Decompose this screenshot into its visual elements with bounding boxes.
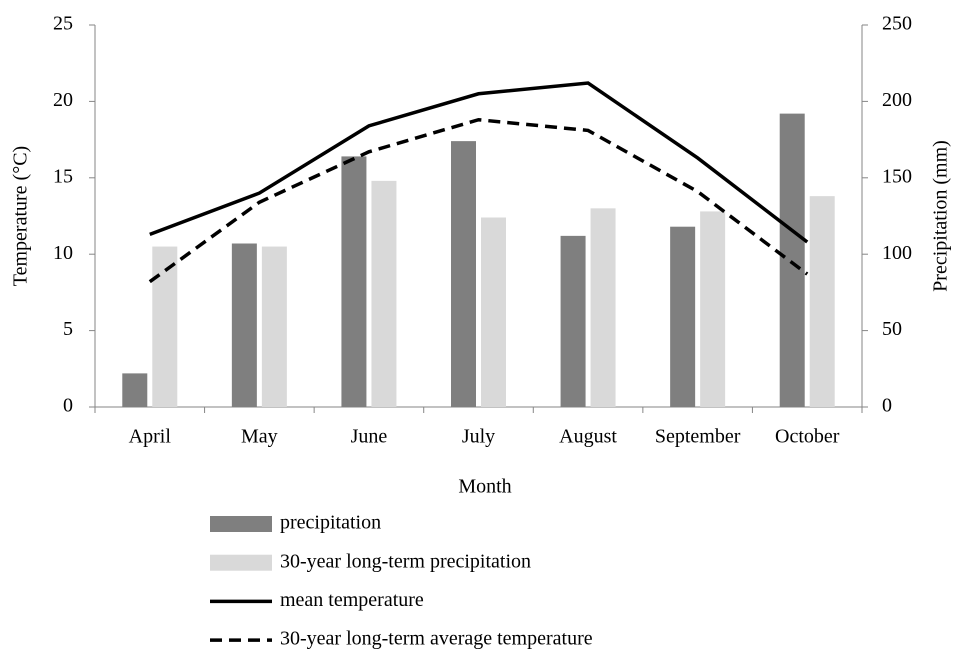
legend-swatch — [210, 554, 272, 571]
legend-label: 30-year long-term precipitation — [280, 550, 531, 572]
x-tick-label: October — [775, 426, 840, 448]
y2-tick-label: 200 — [882, 89, 912, 111]
legend-swatch — [210, 516, 272, 532]
legend-label: precipitation — [280, 512, 381, 534]
bar — [451, 141, 476, 408]
x-tick-label: August — [559, 426, 617, 448]
y2-tick-label: 0 — [882, 395, 892, 417]
line — [149, 81, 809, 244]
y2-tick-label: 150 — [882, 165, 912, 187]
bar — [261, 246, 287, 407]
y2-tick-label: 100 — [882, 242, 912, 264]
y2-tick-label: 50 — [882, 318, 902, 340]
y2-tick-label: 250 — [882, 13, 912, 35]
legend-label: mean temperature — [280, 589, 424, 611]
bar — [341, 156, 367, 407]
y-tick-label: 15 — [53, 165, 73, 187]
bar — [231, 243, 257, 407]
y-tick-label: 0 — [63, 395, 73, 417]
y2-axis-label: Precipitation (mm) — [930, 140, 952, 292]
y-tick-label: 10 — [53, 242, 73, 264]
x-tick-label: May — [241, 426, 278, 448]
bar — [590, 208, 616, 407]
bar — [122, 373, 148, 407]
bar — [560, 235, 586, 407]
x-tick-label: June — [351, 426, 388, 448]
y-tick-label: 5 — [63, 318, 73, 340]
bar — [779, 113, 805, 408]
y-tick-label: 25 — [53, 13, 73, 35]
line — [148, 117, 809, 284]
bar — [481, 217, 506, 407]
bar — [670, 226, 696, 407]
y-axis-label: Temperature (°C) — [10, 146, 32, 286]
bar — [371, 180, 397, 407]
bar — [152, 246, 178, 407]
bar — [809, 196, 835, 407]
y-tick-label: 20 — [53, 89, 73, 111]
x-tick-label: September — [655, 426, 741, 448]
x-tick-label: April — [129, 426, 172, 448]
x-axis-label: Month — [458, 476, 511, 498]
bar — [700, 211, 726, 407]
x-tick-label: July — [462, 426, 495, 448]
legend-label: 30-year long-term average temperature — [280, 628, 593, 650]
